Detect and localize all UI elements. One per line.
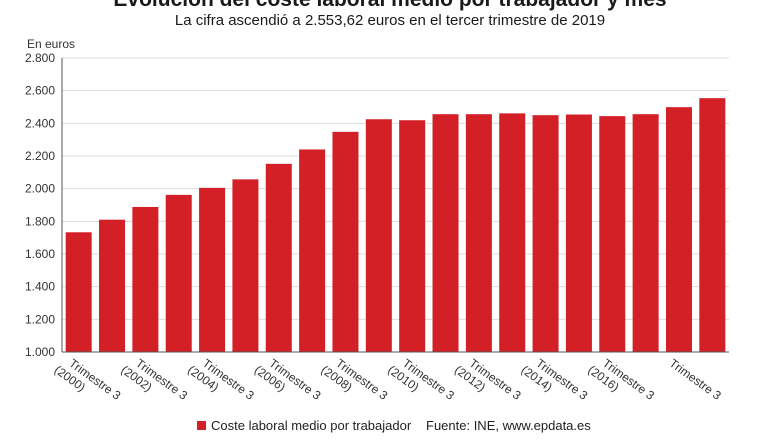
y-tick-label: 1.800 — [25, 214, 55, 228]
y-tick-label: 2.800 — [25, 51, 55, 65]
source-note: Fuente: INE, www.epdata.es — [426, 418, 591, 433]
bar — [199, 187, 226, 352]
x-tick-label: Trimestre 3(2006) — [252, 356, 324, 403]
y-tick-label: 2.400 — [25, 116, 55, 130]
bar — [599, 116, 626, 352]
bar — [332, 131, 359, 352]
x-tick-label: Trimestre 3 — [667, 356, 724, 403]
y-tick-label: 1.000 — [25, 345, 55, 359]
y-axis-unit-label: En euros — [27, 37, 75, 51]
bar — [465, 114, 492, 352]
x-tick-label: Trimestre 3(2014) — [519, 356, 591, 403]
bar — [432, 114, 459, 352]
y-tick-label: 2.000 — [25, 182, 55, 196]
bar — [165, 194, 192, 352]
x-tick-line1: Trimestre 3 — [667, 356, 724, 403]
y-tick-label: 1.600 — [25, 247, 55, 261]
legend-swatch — [197, 421, 206, 430]
bar — [265, 163, 292, 352]
legend-label: Coste laboral medio por trabajador — [211, 418, 412, 433]
bar — [399, 120, 426, 352]
x-tick-label: Trimestre 3(2004) — [185, 356, 257, 403]
bar — [365, 119, 392, 352]
chart-subtitle: La cifra ascendió a 2.553,62 euros en el… — [175, 12, 605, 29]
bar — [99, 219, 126, 352]
y-tick-label: 2.200 — [25, 149, 55, 163]
y-tick-label: 2.600 — [25, 84, 55, 98]
x-tick-label: Trimestre 3(2000) — [52, 356, 124, 403]
gridlines — [62, 57, 729, 353]
x-tick-label: Trimestre 3(2016) — [585, 356, 657, 403]
bar — [65, 232, 92, 352]
bar — [565, 114, 592, 352]
bar — [132, 206, 159, 352]
legend: Coste laboral medio por trabajador Fuent… — [197, 418, 591, 433]
x-axis-ticks: Trimestre 3(2000) Trimestre 3(2002) Trimes… — [52, 356, 724, 403]
bar-series — [65, 98, 726, 353]
chart-title: Evolución del coste laboral medio por tr… — [113, 0, 666, 11]
x-tick-label: Trimestre 3(2002) — [118, 356, 190, 403]
x-tick-label: Trimestre 3(2008) — [319, 356, 391, 403]
bar — [665, 107, 692, 352]
y-tick-label: 1.200 — [25, 312, 55, 326]
bar — [499, 113, 526, 353]
y-tick-label: 1.400 — [25, 280, 55, 294]
bar — [232, 179, 259, 352]
bar — [632, 114, 659, 352]
x-tick-label: Trimestre 3(2010) — [385, 356, 457, 403]
x-tick-label: Trimestre 3(2012) — [452, 356, 524, 403]
y-axis-ticks: 1.000 1.200 1.400 1.600 1.800 2.000 2.200 2.400… — [25, 51, 55, 359]
bar — [699, 98, 726, 353]
bar — [299, 149, 326, 352]
bar — [532, 115, 559, 353]
